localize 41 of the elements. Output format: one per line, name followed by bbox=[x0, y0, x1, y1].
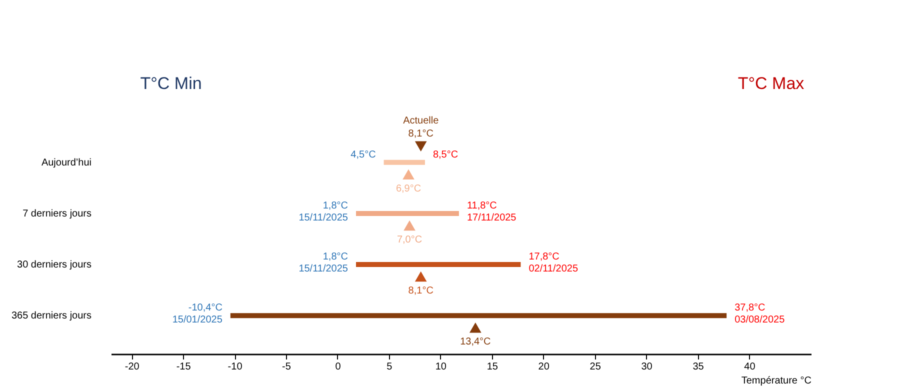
annotation: 8,5°C bbox=[432, 149, 458, 160]
y-tick-label: 365 derniers jours bbox=[11, 310, 92, 322]
y-tick-label: 7 derniers jours bbox=[22, 208, 92, 220]
x-axis-title: Température °C bbox=[741, 376, 812, 386]
data-label: 8,1°C bbox=[408, 128, 434, 140]
x-tick-label: 20 bbox=[538, 362, 550, 372]
annotation: -10,4°C 15/01/2025 bbox=[172, 302, 223, 326]
bar bbox=[356, 262, 521, 268]
x-tick-label: -5 bbox=[282, 362, 292, 372]
x-tick-label: 0 bbox=[335, 362, 342, 372]
point bbox=[402, 169, 414, 180]
x-tick-label: 35 bbox=[692, 362, 704, 372]
text: T°C Min bbox=[140, 74, 202, 93]
data-label: 6,9°C bbox=[396, 183, 422, 194]
x-tick-label: 25 bbox=[590, 362, 602, 372]
y-tick-label: Aujourd’hui bbox=[41, 157, 92, 168]
y-tick-label: 30 derniers jours bbox=[17, 260, 92, 271]
x-tick-label: -10 bbox=[228, 362, 243, 372]
text: T°C Max bbox=[738, 74, 805, 93]
annotation: 17,8°C 02/11/2025 bbox=[528, 252, 578, 275]
bar bbox=[384, 160, 425, 165]
annotation: 11,8°C 17/11/2025 bbox=[466, 200, 517, 224]
x-tick-label: 40 bbox=[744, 362, 756, 372]
x-tick-label: 10 bbox=[435, 362, 447, 372]
annotation: 1,8°C 15/11/2025 bbox=[298, 200, 348, 224]
annotation: 4,5°C bbox=[350, 149, 376, 160]
x-tick-label: -15 bbox=[176, 362, 192, 372]
annotation: 1,8°C 15/11/2025 bbox=[298, 252, 348, 275]
data-label: 8,1°C bbox=[408, 286, 434, 297]
x-tick-label: 15 bbox=[486, 362, 498, 372]
point bbox=[404, 220, 416, 231]
annotation: 37,8°C 03/08/2025 bbox=[734, 302, 786, 326]
bar bbox=[230, 313, 727, 318]
data-label: 7,0°C bbox=[396, 234, 422, 246]
series-label: Actuelle bbox=[403, 115, 440, 126]
x-tick-label: 30 bbox=[641, 362, 653, 372]
data-label: 13,4°C bbox=[460, 336, 491, 348]
bar bbox=[356, 210, 459, 216]
point bbox=[414, 271, 427, 282]
x-tick-label: -20 bbox=[124, 362, 140, 372]
x-tick-label: 5 bbox=[386, 362, 393, 372]
